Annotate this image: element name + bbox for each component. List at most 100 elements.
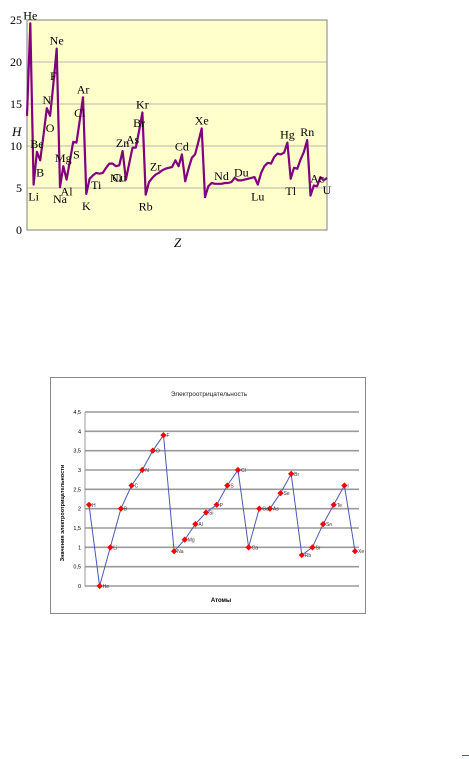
element-label: B [36, 165, 44, 179]
element-label: Mg [55, 151, 72, 165]
corner-mark [462, 755, 469, 756]
y-tick-label: 0 [78, 584, 81, 590]
y-tick-label: 25 [10, 13, 22, 27]
element-label: Tl [285, 184, 296, 198]
y-tick-label: 4,5 [73, 410, 81, 416]
element-label: Cu [112, 170, 126, 184]
atom-label: P [220, 503, 224, 509]
y-axis-label: H [11, 124, 22, 139]
data-point [192, 521, 199, 528]
y-tick-label: 5 [16, 181, 22, 195]
element-label: Br [133, 116, 145, 130]
y-tick-label: 0 [16, 223, 22, 237]
atom-label: N [145, 468, 149, 474]
y-tick-label: 3,5 [73, 449, 81, 455]
element-label: Ni [110, 171, 123, 185]
atom-label: Br [294, 472, 299, 478]
y-tick-labels: 0 5 10 15 20 25 [10, 13, 22, 237]
data-point [128, 482, 135, 489]
atom-label: As [273, 507, 279, 513]
element-label: Cl [74, 106, 86, 120]
element-label: U [323, 183, 332, 197]
y-tick-label: 2 [78, 507, 81, 513]
atom-label: B [124, 507, 128, 513]
element-label: S [73, 148, 80, 162]
atom-label: Ga [262, 507, 269, 513]
atom-label: F [166, 433, 169, 439]
element-label: Nd [214, 169, 229, 183]
atom-label: C [135, 483, 139, 489]
y-tick-labels: 0 0,5 1 1,5 2 2,5 3 3,5 4 4,5 [73, 410, 81, 590]
data-point [266, 505, 273, 512]
element-label: Be [30, 137, 43, 151]
element-label: Zr [150, 160, 161, 174]
element-label: F [50, 69, 57, 83]
y-tick-label: 1,5 [73, 526, 81, 532]
atom-label: Te [337, 503, 343, 509]
element-label: O [46, 121, 55, 135]
element-label: Li [28, 190, 39, 204]
atom-label: Cl [241, 468, 246, 474]
element-label: As [126, 133, 140, 147]
atom-label: Se [284, 491, 290, 497]
chart-title: Электроотрицательность [171, 391, 248, 398]
y-tick-label: 1 [78, 545, 81, 551]
electronegativity-chart: Электроотрицательность 0 0,5 1 1,5 2 2,5 3 3,5 4… [60, 391, 364, 604]
atom-label: Mg [188, 538, 195, 544]
element-label: Cd [175, 139, 189, 153]
y-axis-label: Значения электроотрицательности [60, 465, 66, 561]
atom-label: Li [113, 545, 117, 551]
grid [27, 61, 327, 189]
atom-label: Sn [326, 522, 332, 528]
element-label: Ac [310, 171, 324, 185]
electronegativity-chart-frame: Электроотрицательность 0 0,5 1 1,5 2 2,5 3 3,5 4… [50, 377, 366, 614]
y-tick-label: 2,5 [73, 487, 81, 493]
data-point [288, 470, 295, 477]
series-line [88, 433, 356, 587]
y-tick-label: 0,5 [73, 565, 81, 571]
element-label: Na [53, 192, 68, 206]
y-tick-label: 4 [78, 429, 81, 435]
data-point [139, 466, 146, 474]
atom-label: Rb [305, 553, 312, 559]
atom-label: O [156, 449, 160, 455]
atom-label: Sr [315, 545, 320, 551]
x-axis-label: Z [174, 235, 182, 250]
element-label: K [82, 199, 91, 213]
y-tick-label: 3 [78, 468, 81, 474]
y-tick-label: 20 [10, 55, 22, 69]
x-axis-label: Атомы [211, 598, 231, 604]
element-label: Ne [50, 34, 64, 48]
element-label: Rn [300, 125, 314, 139]
atom-label: H [92, 503, 96, 509]
element-label: Zn [116, 136, 129, 150]
series-line [25, 22, 328, 199]
plot-area [26, 19, 328, 231]
atom-label: S [230, 483, 234, 489]
element-label: N [42, 93, 51, 107]
grid [84, 411, 359, 587]
atom-label: He [103, 584, 110, 590]
atom-label: Ca [252, 545, 259, 551]
element-label: Kr [136, 97, 149, 111]
element-label: Du [234, 165, 249, 179]
atom-label: I [347, 483, 348, 489]
atom-label: Na [177, 549, 184, 555]
atom-label: Xe [358, 549, 364, 555]
element-label: Ar [77, 82, 90, 96]
atom-label: Al [198, 522, 202, 528]
y-tick-label: 15 [10, 97, 22, 111]
element-label: Lu [251, 190, 264, 204]
data-point [341, 482, 348, 489]
element-label: Hg [280, 128, 295, 142]
y-tick-label: 10 [10, 139, 22, 153]
element-label: Al [61, 185, 74, 199]
atom-label: Si [209, 511, 213, 517]
element-label: Xe [195, 113, 209, 127]
element-label: Ti [91, 178, 102, 192]
element-label: He [23, 8, 37, 22]
element-label: Rb [139, 200, 153, 214]
